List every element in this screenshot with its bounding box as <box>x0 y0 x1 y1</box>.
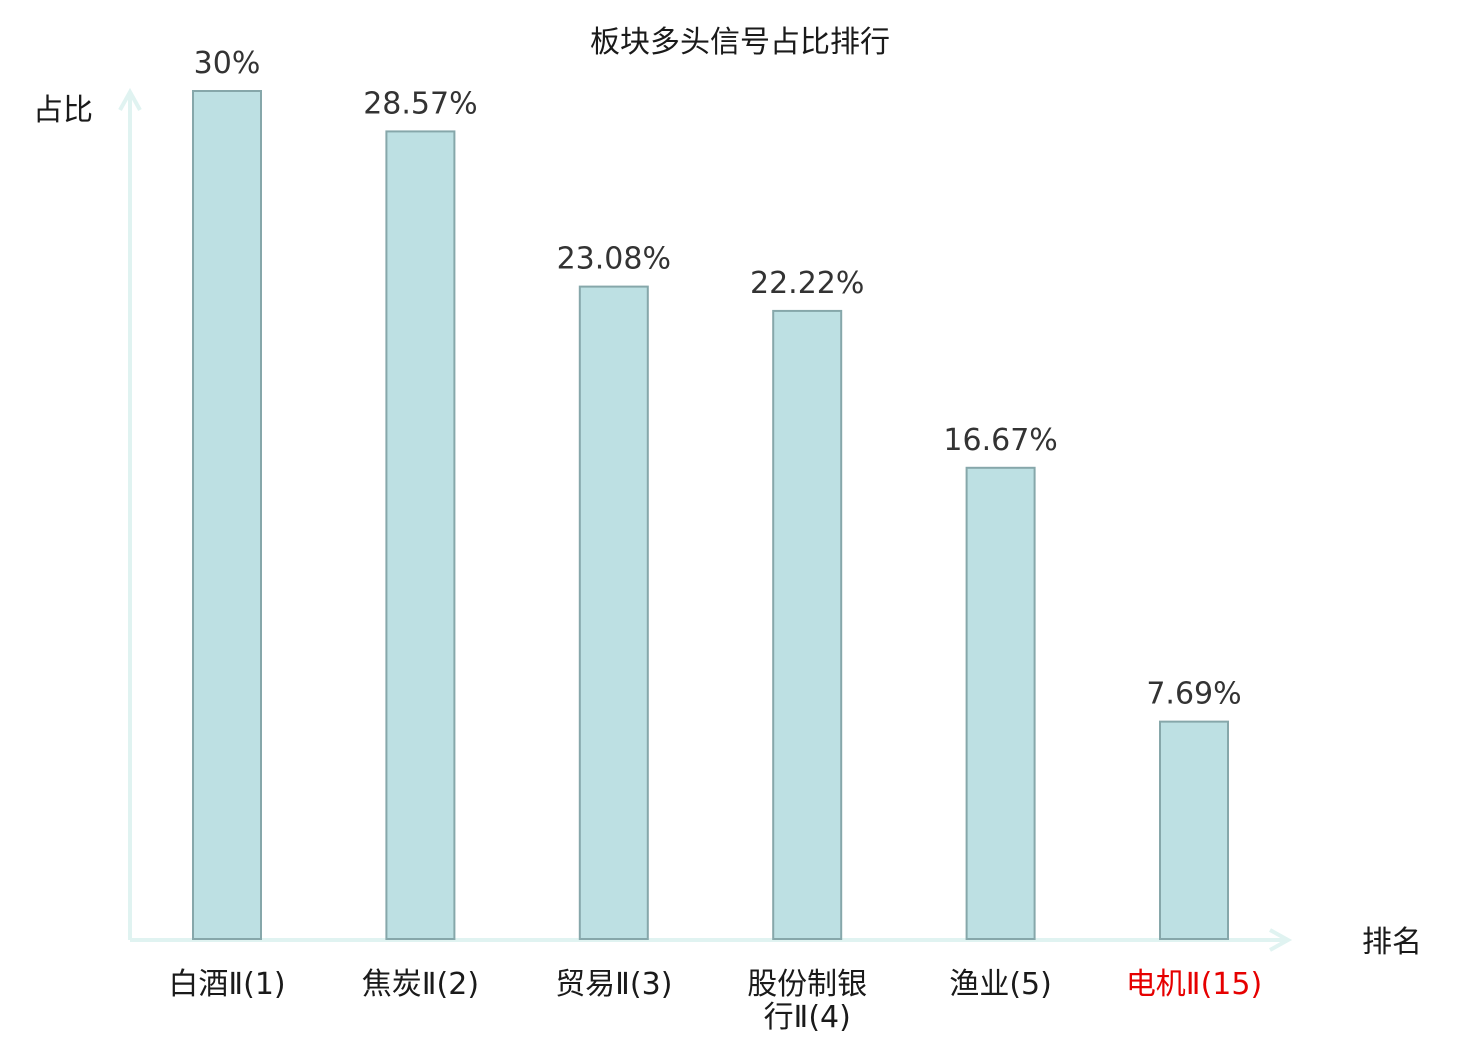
category-label-4-line-2: 行Ⅱ(4) <box>764 1000 851 1035</box>
bars-group <box>192 90 1229 940</box>
category-label-5: 渔业(5) <box>949 967 1052 1002</box>
bar-3 <box>578 285 649 940</box>
value-label-2: 28.57% <box>363 86 477 121</box>
value-label-5: 16.67% <box>943 423 1057 458</box>
y-axis-label: 占比 <box>33 93 93 128</box>
category-label-4-line-1: 股份制银 <box>747 967 867 1002</box>
value-labels-group: 30% 28.57% 23.08% 22.22% 16.67% 7.69% <box>194 46 1242 712</box>
value-label-6: 7.69% <box>1146 677 1241 712</box>
category-label-1: 白酒Ⅱ(1) <box>168 967 285 1002</box>
category-label-2: 焦炭Ⅱ(2) <box>362 967 479 1002</box>
y-axis <box>118 87 142 940</box>
value-label-1: 30% <box>194 46 261 81</box>
category-label-6: 电机Ⅱ(15) <box>1126 967 1262 1002</box>
bar-6 <box>1159 720 1229 940</box>
bar-2 <box>385 130 456 940</box>
bar-5 <box>965 466 1036 940</box>
value-label-4: 22.22% <box>750 266 864 301</box>
category-label-3: 贸易Ⅱ(3) <box>555 967 672 1002</box>
bar-4 <box>772 309 843 940</box>
x-axis-label: 排名 <box>1362 925 1422 960</box>
bar-1 <box>192 90 262 940</box>
x-axis <box>130 928 1293 952</box>
chart-title: 板块多头信号占比排行 <box>590 25 890 60</box>
value-label-3: 23.08% <box>557 242 671 277</box>
